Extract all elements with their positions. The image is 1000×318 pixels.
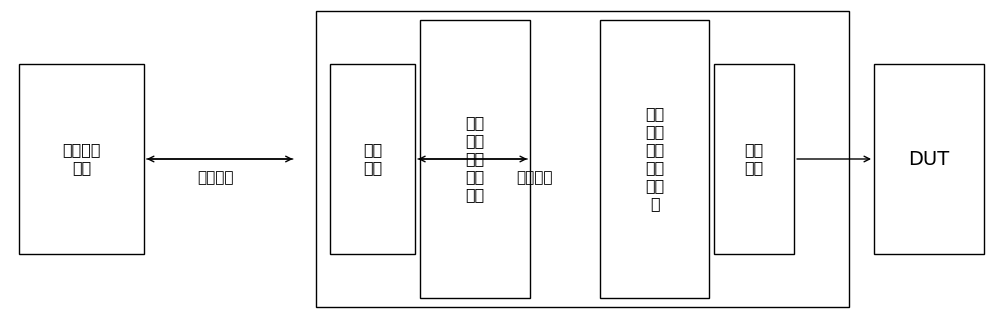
Bar — [874, 65, 984, 253]
Bar — [316, 11, 849, 307]
Bar — [330, 65, 415, 253]
Text: 系统总线: 系统总线 — [517, 170, 553, 185]
Bar — [420, 20, 530, 298]
Text: 信道
接口: 信道 接口 — [363, 142, 382, 176]
Text: 服务应用
程序: 服务应用 程序 — [62, 142, 101, 176]
Text: DUT: DUT — [908, 149, 949, 169]
Bar — [714, 65, 794, 253]
Text: 接口
控制
与数
字处
理板: 接口 控制 与数 字处 理板 — [465, 115, 485, 203]
Bar — [600, 20, 709, 298]
Bar — [19, 65, 144, 253]
Text: 通讯信道: 通讯信道 — [198, 170, 234, 185]
Text: 信号
发生
与接
收处
理装
置: 信号 发生 与接 收处 理装 置 — [645, 107, 664, 211]
Text: 测试
端口: 测试 端口 — [745, 142, 764, 176]
